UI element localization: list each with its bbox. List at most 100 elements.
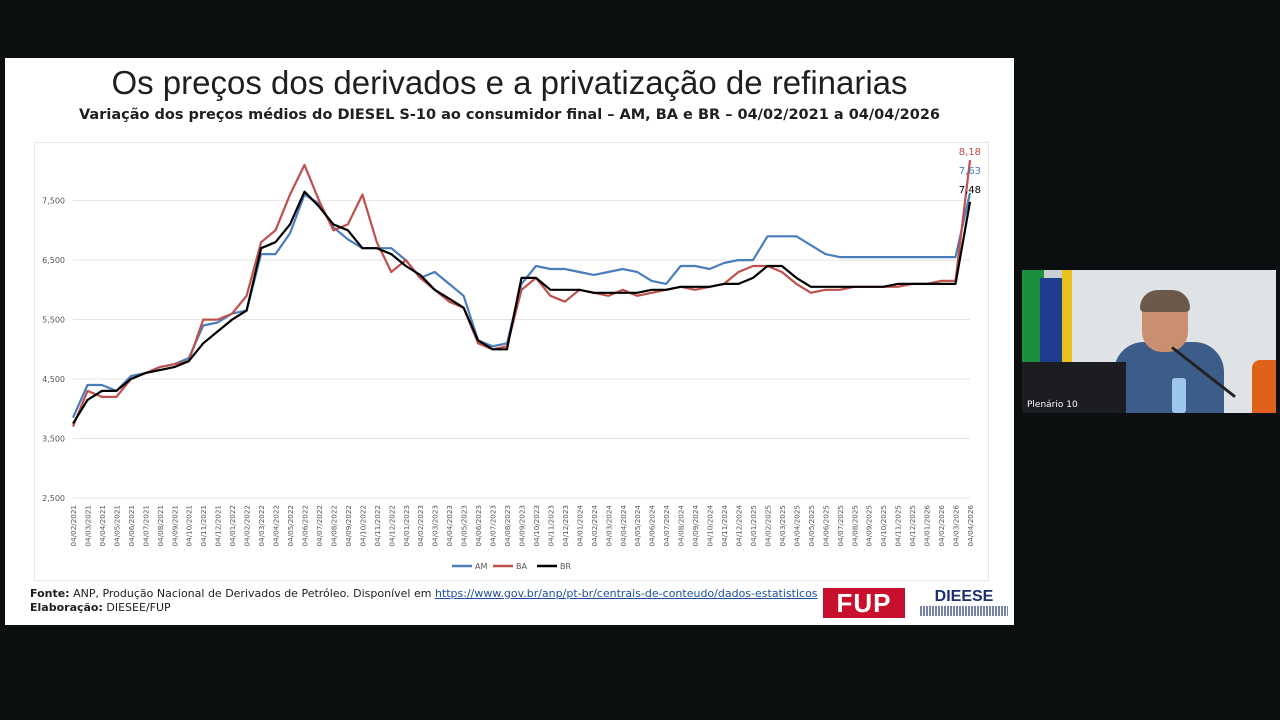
x-tick-label: 04/02/2026 xyxy=(937,505,946,547)
video-label: Plenário 10 xyxy=(1027,400,1078,410)
dieese-logo: DIEESE xyxy=(920,588,1008,618)
fup-logo: FUP xyxy=(823,588,905,618)
x-tick-label: 04/10/2025 xyxy=(879,505,888,546)
y-tick-label: 7,500 xyxy=(42,197,65,206)
x-tick-label: 04/12/2022 xyxy=(387,505,396,546)
x-tick-label: 04/11/2022 xyxy=(373,505,382,546)
x-tick-label: 04/04/2026 xyxy=(966,505,975,547)
x-tick-label: 04/02/2023 xyxy=(416,505,425,546)
y-tick-label: 6,500 xyxy=(42,256,65,265)
x-tick-label: 04/03/2026 xyxy=(952,505,961,547)
x-tick-label: 04/12/2024 xyxy=(735,505,744,547)
x-tick-label: 04/08/2024 xyxy=(677,505,686,547)
elaboration-text: DIESEE/FUP xyxy=(106,601,171,614)
x-tick-label: 04/01/2025 xyxy=(749,505,758,546)
x-tick-label: 04/03/2025 xyxy=(778,505,787,546)
series-line-am xyxy=(71,192,972,419)
x-tick-label: 04/04/2024 xyxy=(619,505,628,547)
x-tick-label: 04/06/2021 xyxy=(127,505,136,546)
x-tick-label: 04/03/2024 xyxy=(604,505,613,547)
flag-icon xyxy=(1062,270,1072,365)
y-tick-label: 3,500 xyxy=(42,435,65,444)
x-tick-label: 04/08/2021 xyxy=(156,505,165,546)
x-tick-label: 04/06/2022 xyxy=(300,505,309,546)
x-tick-label: 04/05/2021 xyxy=(112,505,121,546)
x-tick-label: 04/04/2025 xyxy=(792,505,801,546)
y-tick-label: 4,500 xyxy=(42,375,65,384)
y-tick-label: 5,500 xyxy=(42,316,65,325)
x-tick-label: 04/05/2025 xyxy=(807,505,816,546)
x-tick-label: 04/03/2023 xyxy=(431,505,440,546)
x-tick-label: 04/03/2021 xyxy=(83,505,92,546)
end-value-label: 7,63 xyxy=(959,166,981,177)
x-tick-label: 04/03/2022 xyxy=(257,505,266,546)
legend-label: BR xyxy=(560,562,571,571)
slide-title: Os preços dos derivados e a privatização… xyxy=(111,64,908,101)
legend-label: BA xyxy=(516,562,527,571)
x-tick-label: 04/02/2024 xyxy=(590,505,599,547)
end-value-label: 7,48 xyxy=(959,185,981,196)
legend-label: AM xyxy=(475,562,487,571)
speaker-body xyxy=(1114,342,1224,413)
x-tick-label: 04/04/2021 xyxy=(98,505,107,546)
x-tick-label: 04/05/2023 xyxy=(460,505,469,546)
x-tick-label: 04/07/2022 xyxy=(315,505,324,546)
x-tick-label: 04/01/2023 xyxy=(402,505,411,546)
x-tick-label: 04/02/2021 xyxy=(69,505,78,546)
x-tick-label: 04/08/2023 xyxy=(503,505,512,546)
x-tick-label: 04/11/2023 xyxy=(546,505,555,546)
chart-area: 2,500 3,500 4,500 5,500 6,500 7,500 04/02/2021… xyxy=(34,142,989,581)
x-tick-label: 04/04/2023 xyxy=(445,505,454,546)
x-tick-label: 04/08/2022 xyxy=(329,505,338,546)
monitor xyxy=(1022,362,1126,413)
x-tick-label: 04/08/2025 xyxy=(850,505,859,546)
flag-icon xyxy=(1040,278,1066,366)
source-link[interactable]: https://www.gov.br/anp/pt-br/centrais-de… xyxy=(434,587,818,600)
x-tick-label: 04/12/2025 xyxy=(908,505,917,546)
source-text: ANP, Produção Nacional de Derivados de P… xyxy=(73,587,432,600)
participant-shoulder xyxy=(1252,360,1276,413)
x-tick-label: 04/06/2025 xyxy=(821,505,830,546)
x-tick-label: 04/09/2023 xyxy=(518,505,527,546)
series-line-br xyxy=(72,190,972,425)
x-tick-label: 04/09/2025 xyxy=(865,505,874,546)
presentation-slide: Os preços dos derivados e a privatização… xyxy=(5,58,1014,625)
x-tick-label: 04/02/2022 xyxy=(243,505,252,546)
y-tick-label: 2,500 xyxy=(42,494,65,503)
x-tick-label: 04/12/2021 xyxy=(214,505,223,546)
x-tick-label: 04/09/2022 xyxy=(344,505,353,546)
source-label: Fonte: xyxy=(30,587,70,600)
x-tick-label: 04/12/2023 xyxy=(561,505,570,546)
chart-subtitle: Variação dos preços médios do DIESEL S-1… xyxy=(79,107,940,123)
x-tick-label: 04/07/2021 xyxy=(141,505,150,546)
source-note: Fonte: ANP, Produção Nacional de Derivad… xyxy=(30,587,818,615)
dieese-logo-text: DIEESE xyxy=(934,588,994,605)
line-chart: 2,500 3,500 4,500 5,500 6,500 7,500 04/02/2021… xyxy=(42,147,981,571)
x-tick-label: 04/10/2024 xyxy=(706,505,715,547)
x-tick-label: 04/07/2025 xyxy=(836,505,845,546)
x-tick-label: 04/01/2022 xyxy=(228,505,237,546)
flag-icon xyxy=(1022,270,1044,370)
x-tick-label: 04/05/2024 xyxy=(633,505,642,547)
x-tick-label: 04/10/2021 xyxy=(185,505,194,546)
x-tick-label: 04/10/2023 xyxy=(532,505,541,546)
dieese-logo-subtext xyxy=(920,606,1008,616)
speaker-hair xyxy=(1140,290,1190,312)
x-tick-label: 04/10/2022 xyxy=(358,505,367,546)
x-tick-label: 04/01/2024 xyxy=(575,505,584,547)
speaker xyxy=(1114,290,1224,413)
x-tick-label: 04/11/2021 xyxy=(199,505,208,546)
video-feed: Plenário 10 xyxy=(1022,270,1276,413)
elaboration-label: Elaboração: xyxy=(30,601,103,614)
x-tick-label: 04/05/2022 xyxy=(286,505,295,546)
x-tick-label: 04/06/2024 xyxy=(648,505,657,547)
x-tick-label: 04/04/2022 xyxy=(272,505,281,546)
end-value-label: 8,18 xyxy=(959,147,981,158)
x-tick-label: 04/11/2024 xyxy=(720,505,729,547)
x-tick-label: 04/07/2023 xyxy=(489,505,498,546)
x-tick-label: 04/06/2023 xyxy=(474,505,483,546)
x-tick-label: 04/11/2025 xyxy=(894,505,903,546)
water-bottle xyxy=(1172,378,1186,413)
x-tick-label: 04/01/2026 xyxy=(923,505,932,547)
x-tick-label: 04/02/2025 xyxy=(763,505,772,546)
